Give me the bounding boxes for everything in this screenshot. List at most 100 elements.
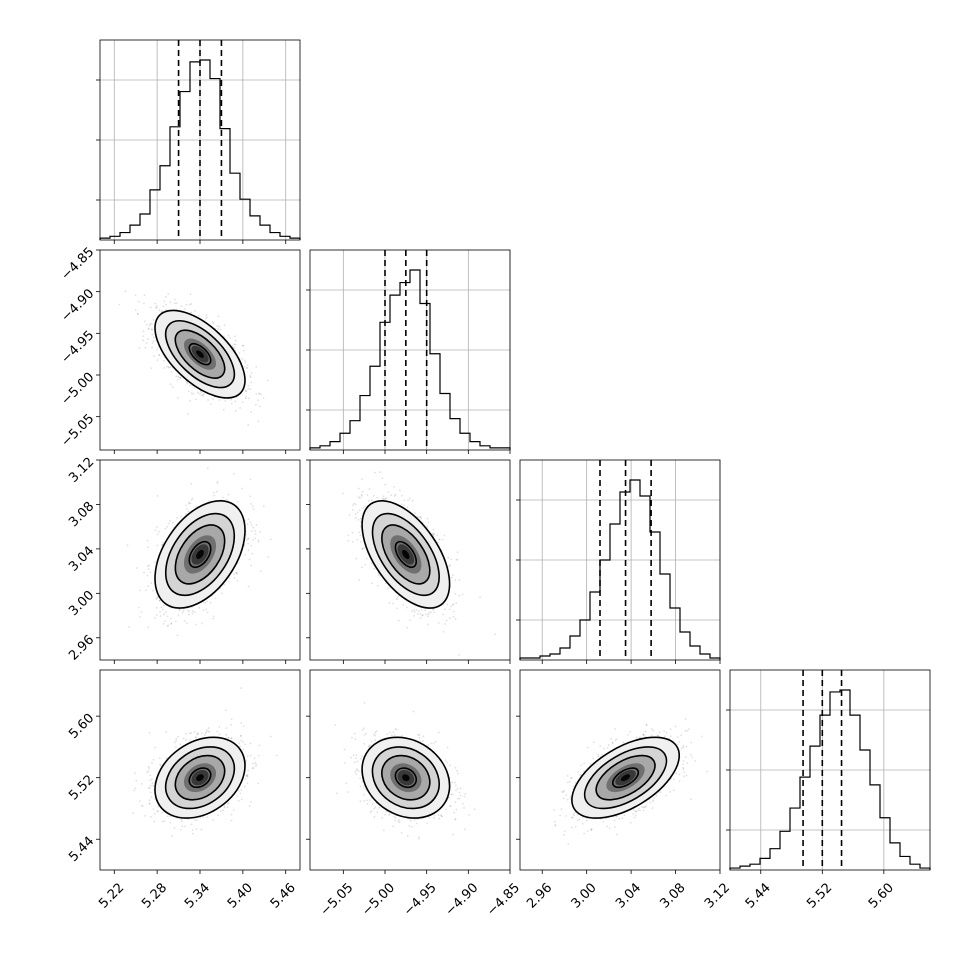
sample-point <box>241 401 244 404</box>
sample-point <box>195 505 197 508</box>
sample-point <box>418 610 420 613</box>
sample-point <box>169 617 172 620</box>
contour-line <box>188 540 212 569</box>
sample-point <box>236 572 239 575</box>
sample-point <box>427 521 430 524</box>
sample-point <box>180 818 183 821</box>
sample-point <box>225 498 228 501</box>
sample-point <box>244 390 247 393</box>
sample-point <box>244 553 247 556</box>
histogram-panel-0 <box>96 39 301 244</box>
sample-point <box>234 400 237 403</box>
sample-point <box>148 324 151 327</box>
sample-point <box>356 538 359 541</box>
sample-point <box>223 324 226 327</box>
sample-point <box>250 544 252 547</box>
sample-point <box>182 609 185 612</box>
sample-point <box>238 352 241 354</box>
sample-point <box>212 322 215 325</box>
sample-point <box>154 529 157 532</box>
sample-point <box>262 397 265 399</box>
sample-point <box>370 562 373 565</box>
sample-point <box>233 343 236 346</box>
sample-point <box>353 502 356 505</box>
contour-line <box>154 499 246 609</box>
sample-point <box>397 595 400 598</box>
sample-point <box>431 532 434 535</box>
sample-point <box>416 613 419 615</box>
sample-point <box>167 522 170 525</box>
sample-point <box>419 617 422 619</box>
sample-point <box>382 495 385 498</box>
contour-line <box>188 342 212 366</box>
sample-point <box>186 609 189 612</box>
sample-point <box>393 495 396 497</box>
sample-point <box>259 530 262 533</box>
sample-point <box>232 573 235 575</box>
sample-point <box>456 558 459 561</box>
sample-point <box>252 526 255 529</box>
sample-point <box>137 606 140 609</box>
sample-point <box>191 497 194 500</box>
sample-point <box>124 290 127 293</box>
contour-line <box>174 524 226 585</box>
sample-point <box>207 399 209 401</box>
sample-point <box>254 537 257 540</box>
sample-point <box>235 571 237 574</box>
sample-point <box>257 540 260 543</box>
sample-point <box>262 505 265 508</box>
sample-point <box>190 499 193 501</box>
sample-point <box>438 538 441 541</box>
sample-point <box>445 619 448 622</box>
sample-point <box>203 392 206 395</box>
sample-point <box>147 546 149 549</box>
sample-point <box>444 623 446 625</box>
sample-point <box>365 557 368 560</box>
sample-point <box>143 294 146 297</box>
sample-point <box>413 614 416 617</box>
sample-point <box>357 519 360 521</box>
sample-point <box>448 617 451 620</box>
sample-point <box>187 390 190 393</box>
sample-point <box>233 347 236 350</box>
sample-point <box>138 300 140 303</box>
sample-point <box>168 519 171 522</box>
sample-point <box>202 394 204 397</box>
sample-point <box>368 488 371 490</box>
sample-point <box>347 539 350 542</box>
sample-point <box>396 607 399 610</box>
sample-point <box>213 494 216 497</box>
sample-point <box>260 393 263 396</box>
sample-point <box>448 565 451 568</box>
sample-point <box>184 512 187 515</box>
sample-point <box>237 501 239 503</box>
sample-point <box>254 403 257 406</box>
sample-point <box>126 544 129 547</box>
sample-point <box>202 609 205 612</box>
sample-point <box>163 613 166 616</box>
sample-point <box>144 346 147 349</box>
histogram-panel-1 <box>306 249 511 454</box>
sample-point <box>154 306 157 309</box>
sample-point <box>254 529 257 532</box>
sample-point <box>384 498 386 501</box>
sample-point <box>245 538 248 541</box>
sample-point <box>158 353 161 356</box>
sample-point <box>177 614 180 617</box>
sample-point <box>388 602 391 604</box>
sample-point <box>359 496 362 499</box>
sample-point <box>414 512 416 515</box>
sample-point <box>247 384 250 387</box>
sample-point <box>374 471 376 474</box>
sample-point <box>461 593 464 596</box>
sample-point <box>366 493 369 496</box>
sample-point <box>171 521 174 524</box>
sample-point <box>450 576 453 579</box>
sample-point <box>251 552 253 555</box>
sample-point <box>166 365 168 368</box>
sample-point <box>458 654 461 656</box>
sample-point <box>258 392 261 395</box>
sample-point <box>158 599 161 602</box>
sample-point <box>406 506 409 508</box>
sample-point <box>438 538 441 541</box>
